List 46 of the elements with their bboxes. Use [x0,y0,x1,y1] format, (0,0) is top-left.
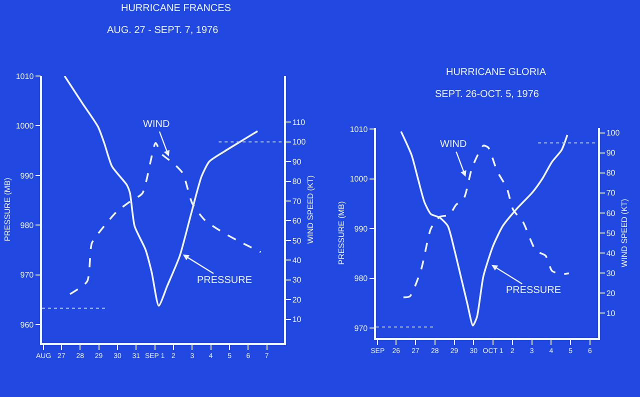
chart-title: HURRICANE GLORIA [446,67,546,78]
chart-subtitle: AUG. 27 - SEPT. 7, 1976 [107,25,219,36]
annotation: PRESSURE [197,275,252,286]
y2-tick-label: 90 [292,157,302,166]
y-tick-label: 980 [20,220,34,230]
y2-tick-label: 110 [292,118,306,127]
annotation: PRESSURE [506,285,562,296]
y2-tick-label: 100 [606,128,620,138]
y2-tick-label: 10 [606,308,616,318]
y2-tick-label: 40 [606,248,616,258]
y2-tick-label: 70 [606,188,616,198]
y2-tick-label: 70 [292,196,302,206]
y2-tick-label: 60 [292,216,302,226]
y-tick-label: 960 [20,320,34,330]
y2-axis-title: WIND SPEED (KT) [620,198,629,268]
y2-tick-label: 50 [292,236,302,246]
y2-tick-label: 20 [606,288,616,298]
y2-tick-label: 100 [292,138,306,147]
y2-tick-label: 80 [606,168,616,178]
y-tick-label: 1000 [16,122,34,131]
line-series [64,76,258,307]
y2-tick-label: 30 [292,276,302,285]
annotation: WIND [440,139,467,150]
y2-axis-title: WIND SPEED (KT) [306,174,315,244]
y-tick-label: 1010 [16,72,34,81]
y2-tick-label: 80 [292,177,302,186]
y2-tick-label: 60 [606,208,616,218]
y-axis-title: PRESSURE (MB) [3,177,12,242]
y2-tick-label: 10 [292,315,302,324]
annotation: WIND [143,119,170,130]
line-series [400,130,568,326]
y-tick-label: 990 [20,171,34,180]
y-tick-label: 970 [354,324,368,333]
y2-tick-label: 50 [606,228,616,238]
y2-tick-label: 40 [292,256,302,265]
y2-tick-label: 30 [606,268,616,278]
chart-subtitle: SEPT. 26-OCT. 5, 1976 [435,89,540,100]
y-tick-label: 990 [354,224,368,234]
y2-tick-label: 90 [606,148,616,158]
y-tick-label: 980 [354,274,368,284]
y-tick-label: 970 [20,270,34,280]
y-axis-title: PRESSURE (MB) [337,200,346,265]
chart-title: HURRICANE FRANCES [120,3,232,14]
y-tick-label: 1010 [350,124,368,134]
y-tick-label: 1000 [350,174,368,184]
y2-tick-label: 20 [292,295,302,304]
